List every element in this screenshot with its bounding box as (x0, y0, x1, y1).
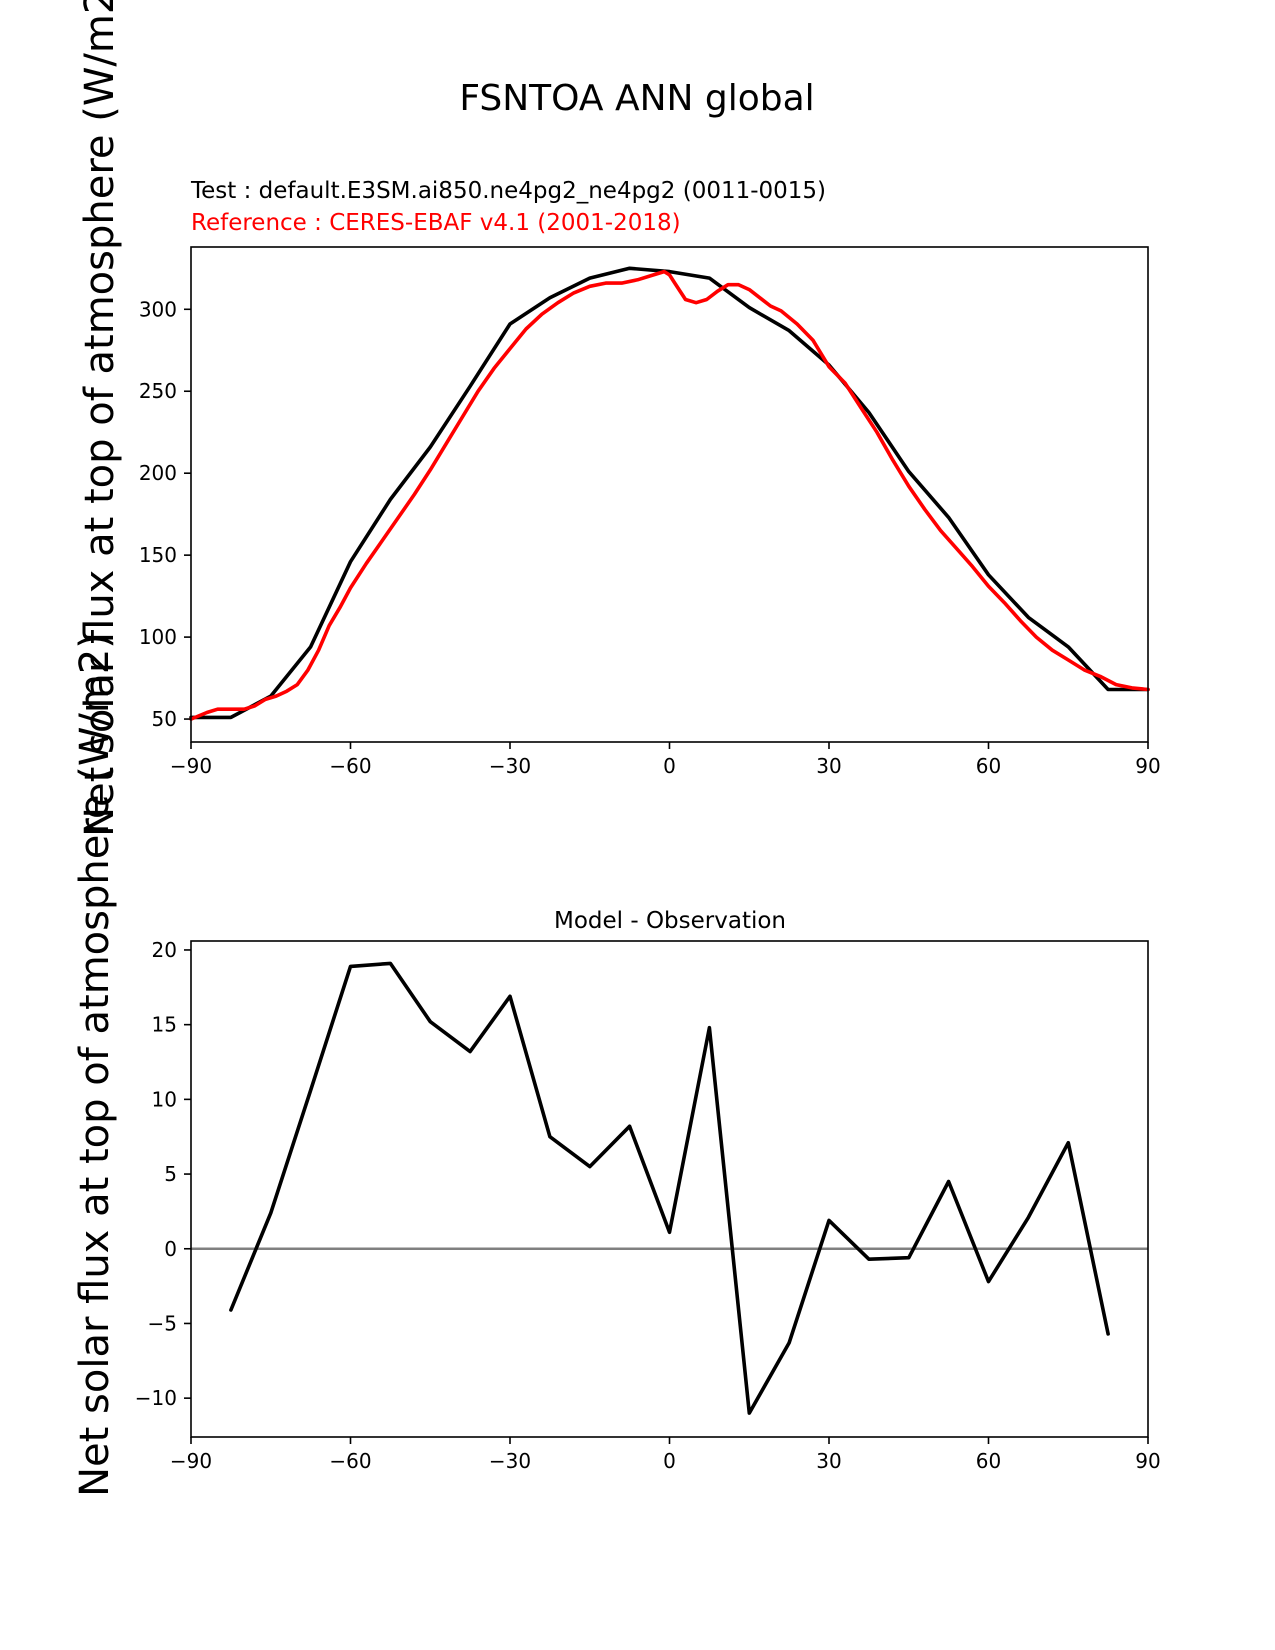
y-axis-label-bottom: Net solar flux at top of atmosphere (W/m… (72, 633, 118, 1497)
top-x-tick-label: 60 (976, 754, 1001, 778)
y-axis-label-top: Net solar flux at top of atmosphere (W/m… (77, 0, 123, 837)
bottom-y-tick-label: 20 (152, 938, 177, 962)
bottom-x-tick-label: 90 (1135, 1449, 1160, 1473)
top-x-tick-label: −30 (489, 754, 531, 778)
climatology-panel: −90 −60 −30 0 30 60 90 50 100 150 200 250 300 (139, 246, 1161, 778)
top-series-reference-line (189, 269, 1150, 721)
bottom-x-tick-label: 60 (976, 1449, 1001, 1473)
top-axes-frame (190, 246, 1149, 743)
bottom-y-tick-label: 15 (152, 1013, 177, 1037)
top-y-tick-label: 250 (139, 379, 177, 403)
top-series-test-line (189, 266, 1150, 720)
bottom-y-tick-label: 0 (164, 1237, 177, 1261)
top-y-tick-label: 150 (139, 543, 177, 567)
bottom-x-tick-label: −60 (329, 1449, 371, 1473)
bottom-x-tick-label: −90 (170, 1449, 212, 1473)
bottom-y-tick-label: 10 (152, 1087, 177, 1111)
bottom-series-model-observation-line (229, 961, 1110, 1415)
bottom-x-tick-label: −30 (489, 1449, 531, 1473)
top-y-tick-label: 50 (152, 707, 177, 731)
bottom-y-tick-label: −10 (135, 1386, 177, 1410)
top-x-tick-label: 0 (663, 754, 676, 778)
test-label: Test : default.E3SM.ai850.ne4pg2_ne4pg2 … (190, 178, 826, 204)
bottom-x-tick-label: 30 (816, 1449, 841, 1473)
top-x-tick-label: −90 (170, 754, 212, 778)
top-x-tick-label: 30 (816, 754, 841, 778)
bottom-x-tick-label: 0 (663, 1449, 676, 1473)
figure-title: FSNTOA ANN global (459, 78, 814, 119)
bottom-y-tick-label: −5 (148, 1311, 177, 1335)
top-x-tick-label: −60 (329, 754, 371, 778)
difference-panel: −90 −60 −30 0 30 60 90 −10 −5 0 5 10 15 20 (135, 938, 1161, 1473)
bottom-y-tick-label: 5 (164, 1162, 177, 1186)
reference-label: Reference : CERES-EBAF v4.1 (2001-2018) (191, 210, 681, 236)
top-y-tick-label: 100 (139, 625, 177, 649)
top-y-tick-label: 200 (139, 461, 177, 485)
diff-panel-title: Model - Observation (554, 908, 786, 934)
top-y-tick-label: 300 (139, 297, 177, 321)
top-x-tick-label: 90 (1135, 754, 1160, 778)
